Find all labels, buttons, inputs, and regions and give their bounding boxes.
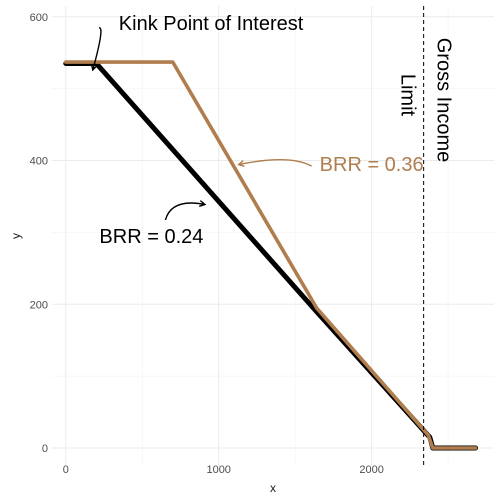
y-tick-label: 400 [30,156,48,168]
x-tick-label: 1000 [206,464,230,476]
x-tick-label: 0 [63,464,69,476]
x-axis-title: x [270,481,276,495]
y-axis-title: y [9,233,23,239]
y-tick-label: 0 [42,443,48,455]
brr-024-arrow [164,200,207,221]
series-line-2 [64,60,478,450]
kink-arrow [90,27,102,72]
gross-income-label: Gross Income [433,38,455,162]
x-tick-label: 2000 [359,464,383,476]
tick-labels: 0 1000 2000 0 200 400 600 [30,12,384,476]
kink-annotation: Kink Point of Interest [119,13,304,35]
y-tick-label: 600 [30,12,48,24]
series-group [63,60,479,451]
brr-036-arrow [237,159,312,167]
annotations: Kink Point of Interest BRR = 0.36 BRR = … [90,13,455,248]
brr-036-annotation: BRR = 0.36 [320,154,424,176]
y-tick-label: 200 [30,299,48,311]
brr-024-annotation: BRR = 0.24 [99,226,203,248]
limit-label: Limit [397,74,419,117]
